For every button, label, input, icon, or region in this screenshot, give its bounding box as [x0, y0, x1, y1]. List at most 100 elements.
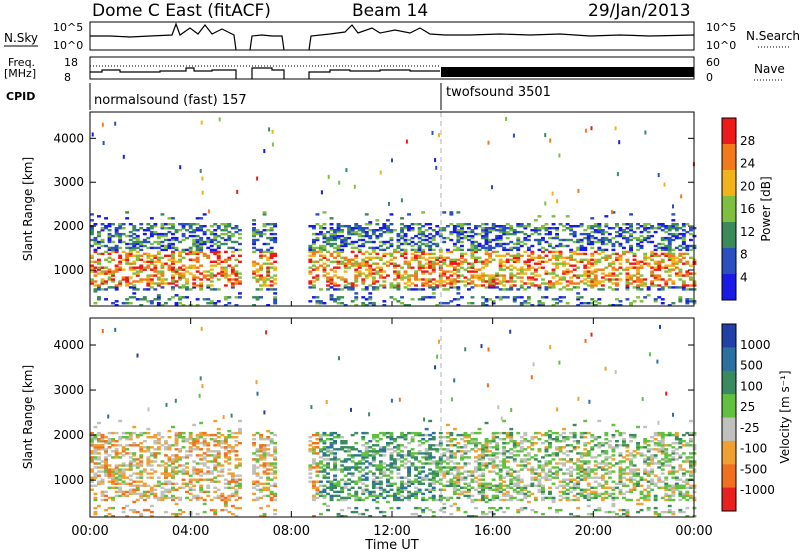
- range-time-cell: [192, 264, 197, 267]
- range-time-cell: [646, 227, 651, 230]
- range-time-cell: [188, 266, 193, 269]
- range-time-cell: [262, 446, 267, 449]
- range-time-cell: [202, 274, 207, 277]
- power-ylabel: Slant Range [km]: [21, 157, 35, 261]
- range-time-cell: [111, 240, 115, 244]
- range-time-cell: [551, 282, 556, 285]
- range-time-cell: [273, 302, 278, 305]
- range-time-cell: [185, 252, 189, 256]
- range-time-cell: [128, 276, 133, 279]
- range-time-cell: [689, 276, 693, 279]
- range-time-cell: [202, 464, 207, 467]
- range-time-cell: [660, 252, 665, 256]
- range-time-cell: [481, 450, 485, 453]
- range-time-cell: [266, 482, 271, 485]
- range-time-cell: [188, 498, 193, 502]
- range-time-cell: [347, 266, 352, 269]
- range-time-cell: [118, 478, 123, 481]
- range-time-cell: [319, 300, 323, 303]
- range-time-cell: [509, 248, 514, 252]
- range-time-cell: [533, 442, 538, 445]
- range-time-cell: [646, 288, 651, 291]
- range-time-cell: [558, 458, 563, 461]
- range-time-cell: [90, 219, 94, 222]
- range-time-cell: [389, 213, 394, 216]
- range-time-cell: [653, 278, 658, 281]
- range-time-cell: [519, 280, 524, 283]
- nave-label: Nave: [754, 62, 785, 76]
- range-time-cell: [537, 460, 542, 463]
- range-time-cell: [132, 292, 137, 295]
- colorbar-swatch: [722, 196, 736, 223]
- range-time-cell: [213, 304, 218, 307]
- range-time-cell: [164, 470, 168, 473]
- range-time-cell: [167, 264, 172, 267]
- range-time-cell: [202, 431, 207, 435]
- range-time-cell: [516, 498, 521, 502]
- range-time-cell: [463, 478, 468, 481]
- range-time-cell: [445, 470, 450, 473]
- range-time-cell: [336, 296, 341, 299]
- range-time-cell: [456, 232, 461, 236]
- range-time-cell: [607, 286, 612, 289]
- range-time-cell: [382, 252, 387, 256]
- range-time-cell: [523, 260, 528, 263]
- range-time-cell: [407, 472, 411, 475]
- range-time-cell: [664, 280, 669, 283]
- range-time-cell: [435, 284, 440, 287]
- range-time-cell: [149, 504, 154, 508]
- range-time-cell: [407, 264, 411, 267]
- range-time-cell: [452, 280, 457, 283]
- range-time-cell: [428, 454, 433, 457]
- range-time-cell: [371, 460, 376, 463]
- range-time-cell: [481, 512, 485, 516]
- range-time-cell: [319, 436, 323, 439]
- range-time-cell: [569, 248, 574, 252]
- range-time-cell: [410, 494, 415, 498]
- range-time-cell: [153, 494, 158, 498]
- range-time-cell: [156, 242, 161, 246]
- range-time-cell: [414, 480, 418, 483]
- range-time-cell: [333, 232, 337, 236]
- range-time-cell: [125, 260, 130, 263]
- range-time-cell: [403, 234, 408, 238]
- range-time-cell: [273, 458, 278, 461]
- range-time-cell: [460, 260, 464, 263]
- range-time-cell: [491, 470, 496, 473]
- range-time-cell: [421, 470, 426, 473]
- range-time-cell: [643, 296, 648, 299]
- range-time-cell: [512, 254, 517, 257]
- range-time-cell: [354, 292, 359, 295]
- range-time-cell: [259, 230, 263, 234]
- range-time-cell: [502, 458, 507, 461]
- range-time-cell: [678, 252, 683, 256]
- range-time-cell: [636, 278, 640, 281]
- range-time-cell: [618, 256, 623, 259]
- range-time-cell: [584, 128, 587, 133]
- range-time-cell: [526, 500, 531, 504]
- range-time-cell: [97, 266, 101, 269]
- range-time-cell: [424, 498, 429, 502]
- range-time-cell: [611, 268, 616, 271]
- range-time-cell: [442, 302, 447, 305]
- range-time-cell: [548, 282, 552, 285]
- range-time-cell: [523, 300, 528, 303]
- range-time-cell: [326, 250, 330, 254]
- range-time-cell: [192, 242, 197, 246]
- range-time-cell: [107, 472, 112, 475]
- range-time-cell: [456, 264, 461, 267]
- range-time-cell: [262, 486, 267, 489]
- range-time-cell: [474, 246, 478, 250]
- range-time-cell: [114, 232, 119, 236]
- range-time-cell: [149, 274, 154, 277]
- range-time-cell: [526, 278, 531, 281]
- range-time-cell: [322, 442, 327, 445]
- range-time-cell: [516, 268, 521, 271]
- range-time-cell: [269, 262, 274, 265]
- range-time-cell: [456, 446, 461, 449]
- range-time-cell: [667, 250, 672, 254]
- range-time-cell: [188, 258, 193, 261]
- range-time-cell: [678, 236, 683, 240]
- range-time-cell: [530, 484, 535, 487]
- range-time-cell: [238, 280, 242, 283]
